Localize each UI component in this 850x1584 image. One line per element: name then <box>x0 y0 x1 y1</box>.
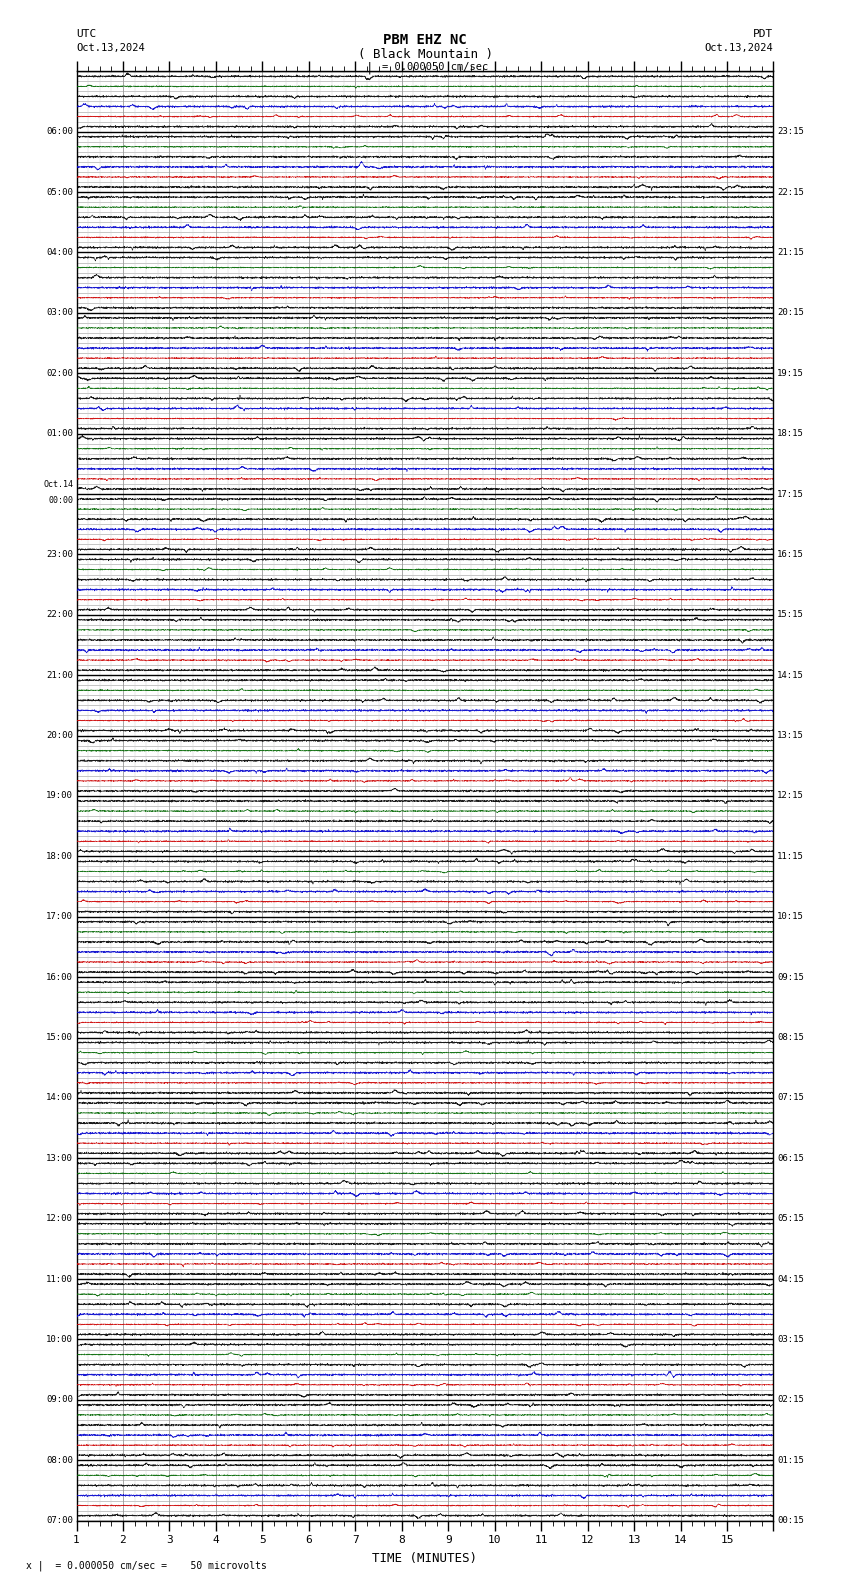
Text: 08:00: 08:00 <box>46 1456 73 1465</box>
Text: Oct.13,2024: Oct.13,2024 <box>76 43 145 52</box>
Text: 06:00: 06:00 <box>46 127 73 136</box>
Text: 14:00: 14:00 <box>46 1093 73 1102</box>
Text: 13:00: 13:00 <box>46 1153 73 1163</box>
Text: PBM EHZ NC: PBM EHZ NC <box>383 33 467 48</box>
Text: 05:15: 05:15 <box>777 1215 804 1223</box>
Text: PDT: PDT <box>753 29 774 38</box>
Text: 14:15: 14:15 <box>777 670 804 680</box>
Text: 11:15: 11:15 <box>777 852 804 860</box>
Text: UTC: UTC <box>76 29 97 38</box>
Text: 04:00: 04:00 <box>46 249 73 257</box>
Text: 19:15: 19:15 <box>777 369 804 377</box>
Text: 00:00: 00:00 <box>48 496 73 505</box>
Text: 15:15: 15:15 <box>777 610 804 619</box>
Text: 08:15: 08:15 <box>777 1033 804 1042</box>
Text: Oct.13,2024: Oct.13,2024 <box>705 43 774 52</box>
Text: ( Black Mountain ): ( Black Mountain ) <box>358 48 492 60</box>
Text: 17:15: 17:15 <box>777 489 804 499</box>
Text: 11:00: 11:00 <box>46 1275 73 1283</box>
Text: 02:15: 02:15 <box>777 1396 804 1405</box>
Text: 20:00: 20:00 <box>46 732 73 740</box>
Text: 06:15: 06:15 <box>777 1153 804 1163</box>
Text: 15:00: 15:00 <box>46 1033 73 1042</box>
Text: 21:00: 21:00 <box>46 670 73 680</box>
Text: 03:15: 03:15 <box>777 1335 804 1343</box>
Text: 01:15: 01:15 <box>777 1456 804 1465</box>
Text: 09:15: 09:15 <box>777 973 804 982</box>
Text: 18:00: 18:00 <box>46 852 73 860</box>
Text: 02:00: 02:00 <box>46 369 73 377</box>
Text: 03:00: 03:00 <box>46 309 73 317</box>
Text: 21:15: 21:15 <box>777 249 804 257</box>
Text: 18:15: 18:15 <box>777 429 804 439</box>
Text: 13:15: 13:15 <box>777 732 804 740</box>
Text: 04:15: 04:15 <box>777 1275 804 1283</box>
Text: 05:00: 05:00 <box>46 187 73 196</box>
Text: 19:00: 19:00 <box>46 792 73 800</box>
Text: 01:00: 01:00 <box>46 429 73 439</box>
Text: x |  = 0.000050 cm/sec =    50 microvolts: x | = 0.000050 cm/sec = 50 microvolts <box>26 1560 266 1571</box>
Text: 17:00: 17:00 <box>46 912 73 922</box>
Text: 16:00: 16:00 <box>46 973 73 982</box>
Text: 12:15: 12:15 <box>777 792 804 800</box>
Text: 07:15: 07:15 <box>777 1093 804 1102</box>
Text: 23:15: 23:15 <box>777 127 804 136</box>
Text: 23:00: 23:00 <box>46 550 73 559</box>
Text: = 0.000050 cm/sec: = 0.000050 cm/sec <box>382 62 489 71</box>
Text: 22:15: 22:15 <box>777 187 804 196</box>
Text: 20:15: 20:15 <box>777 309 804 317</box>
Text: 16:15: 16:15 <box>777 550 804 559</box>
Text: 22:00: 22:00 <box>46 610 73 619</box>
Text: Oct.14: Oct.14 <box>43 480 73 489</box>
Text: 09:00: 09:00 <box>46 1396 73 1405</box>
Text: 00:15: 00:15 <box>777 1516 804 1525</box>
Text: 10:00: 10:00 <box>46 1335 73 1343</box>
Text: 07:00: 07:00 <box>46 1516 73 1525</box>
X-axis label: TIME (MINUTES): TIME (MINUTES) <box>372 1552 478 1565</box>
Text: |: | <box>366 62 373 74</box>
Text: 12:00: 12:00 <box>46 1215 73 1223</box>
Text: 10:15: 10:15 <box>777 912 804 922</box>
